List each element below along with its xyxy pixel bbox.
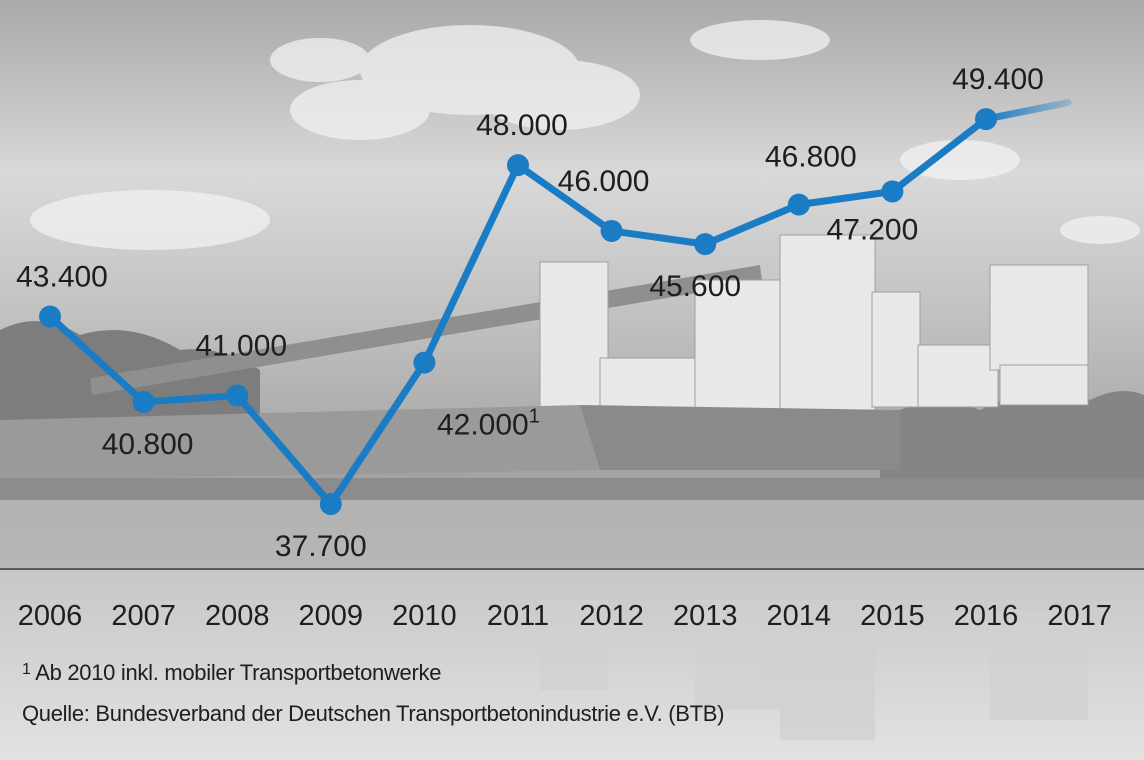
x-tick-label: 2009 — [299, 600, 364, 632]
data-point — [694, 233, 717, 256]
x-tick-label: 2007 — [111, 600, 176, 632]
data-label: 42.0001 — [437, 406, 540, 442]
data-label: 43.400 — [16, 261, 108, 294]
data-point — [975, 108, 997, 131]
x-tick-label: 2016 — [954, 600, 1019, 632]
x-tick-label: 2008 — [205, 600, 270, 632]
data-label: 47.200 — [827, 213, 919, 246]
data-label: 46.000 — [558, 165, 650, 198]
data-point — [226, 384, 249, 407]
series-trend-line — [982, 99, 1072, 123]
data-label-note: 1 — [529, 406, 540, 428]
footnote-text: Ab 2010 inkl. mobiler Transportbetonwerk… — [35, 660, 442, 685]
data-label: 46.800 — [765, 141, 857, 174]
x-tick-label: 2013 — [673, 600, 738, 632]
chart-marks: 2006 2007 2008 2009 2010 2011 2012 2013 2014 2015… — [16, 63, 1112, 632]
data-label: 45.600 — [649, 270, 741, 303]
data-point — [413, 351, 436, 374]
data-label: 49.400 — [952, 63, 1044, 96]
x-tick-label: 2012 — [579, 600, 644, 632]
data-label: 41.000 — [195, 329, 287, 362]
x-tick-label: 2011 — [487, 600, 549, 632]
data-point — [132, 391, 155, 414]
data-label: 40.800 — [102, 428, 194, 461]
x-tick-label: 2014 — [767, 600, 832, 632]
footnote-mobile-plants: 1 Ab 2010 inkl. mobiler Transportbetonwe… — [22, 660, 441, 686]
footnote-marker: 1 — [22, 661, 31, 678]
data-label: 37.700 — [275, 530, 367, 563]
source-note: Quelle: Bundesverband der Deutschen Tran… — [22, 701, 725, 726]
x-tick-label: 2006 — [18, 600, 83, 632]
data-point — [39, 305, 61, 328]
x-tick-label: 2017 — [1047, 600, 1112, 632]
data-point — [507, 154, 529, 177]
data-point — [787, 193, 810, 216]
data-point — [319, 493, 342, 516]
data-point — [881, 180, 904, 203]
x-tick-label: 2010 — [392, 600, 457, 632]
data-point — [600, 219, 623, 242]
data-label: 48.000 — [476, 109, 568, 142]
x-tick-label: 2015 — [860, 600, 925, 632]
